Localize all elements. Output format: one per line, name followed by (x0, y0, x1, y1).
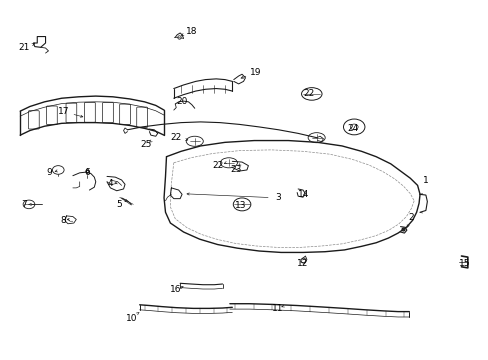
Text: 8: 8 (60, 216, 66, 225)
Text: 14: 14 (298, 190, 309, 199)
Text: 1: 1 (422, 176, 428, 185)
Text: 3: 3 (275, 193, 281, 202)
Text: 13: 13 (234, 201, 246, 210)
Text: 24: 24 (346, 123, 358, 132)
Text: 12: 12 (297, 259, 308, 268)
Text: 19: 19 (249, 68, 261, 77)
Text: 22: 22 (212, 161, 223, 170)
Text: 20: 20 (176, 96, 187, 105)
Text: 17: 17 (58, 107, 70, 116)
Text: 22: 22 (170, 133, 182, 142)
Text: 23: 23 (229, 165, 241, 174)
Text: 4: 4 (107, 179, 113, 188)
Text: 9: 9 (46, 168, 52, 177)
Text: 22: 22 (303, 89, 314, 98)
Text: 7: 7 (21, 200, 27, 209)
Text: 6: 6 (84, 168, 90, 177)
Text: 15: 15 (458, 259, 469, 268)
Text: 25: 25 (140, 140, 151, 149)
Text: 11: 11 (271, 304, 283, 313)
Text: 18: 18 (186, 27, 197, 36)
Text: 10: 10 (125, 314, 137, 323)
Text: 5: 5 (116, 200, 122, 209)
Text: 2: 2 (407, 213, 413, 222)
Text: 21: 21 (19, 43, 30, 52)
Text: 16: 16 (169, 285, 181, 294)
